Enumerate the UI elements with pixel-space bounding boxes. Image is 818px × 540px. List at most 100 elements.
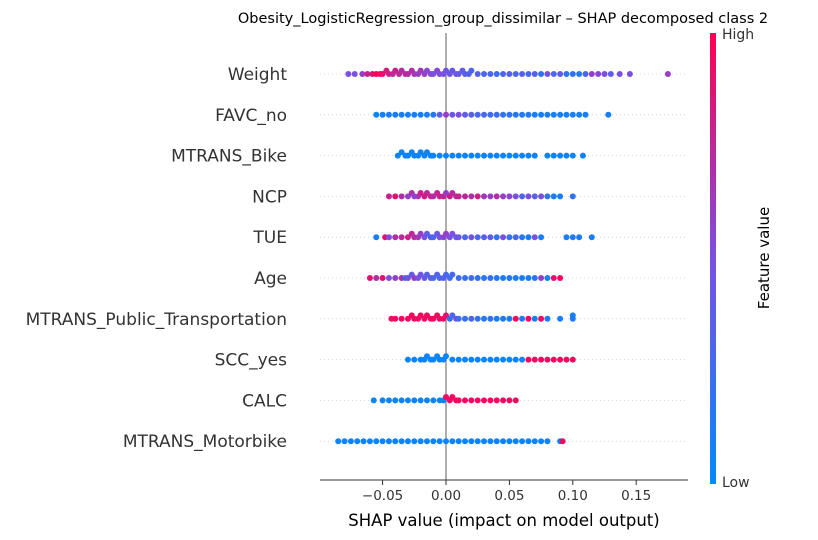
- shap-point: [493, 315, 500, 322]
- shap-point: [462, 275, 469, 281]
- x-tick-label: 0.15: [621, 488, 651, 504]
- shap-point: [487, 193, 494, 200]
- shap-point: [455, 193, 462, 200]
- shap-point: [449, 356, 456, 363]
- shap-point: [512, 234, 519, 241]
- shap-point: [519, 234, 526, 241]
- shap-point: [569, 193, 576, 200]
- shap-point: [404, 397, 411, 404]
- shap-point: [493, 193, 500, 200]
- shap-point: [468, 438, 475, 445]
- feature-label: TUE: [252, 228, 287, 248]
- shap-point: [436, 111, 443, 118]
- shap-point: [550, 275, 557, 281]
- shap-point: [557, 71, 564, 77]
- shap-point: [557, 275, 564, 281]
- shap-point: [538, 438, 545, 445]
- shap-point: [360, 438, 367, 445]
- shap-point: [506, 193, 513, 200]
- shap-point: [550, 193, 557, 200]
- shap-point: [436, 438, 443, 445]
- shap-point: [531, 356, 538, 363]
- shap-point: [487, 438, 494, 445]
- shap-point: [423, 438, 430, 445]
- shap-point: [525, 275, 532, 281]
- shap-point: [385, 438, 392, 445]
- shap-point: [557, 193, 564, 200]
- shap-point: [455, 152, 462, 159]
- shap-point: [538, 315, 545, 322]
- shap-point: [493, 438, 500, 445]
- shap-point: [487, 152, 494, 159]
- shap-point: [351, 71, 358, 77]
- shap-point: [493, 275, 500, 281]
- shap-point: [525, 438, 532, 445]
- shap-point: [462, 234, 469, 241]
- shap-point: [359, 71, 366, 77]
- shap-point: [519, 356, 526, 363]
- shap-point: [500, 234, 507, 241]
- shap-point: [468, 111, 475, 118]
- shap-point: [481, 275, 488, 281]
- shap-point: [474, 111, 481, 118]
- shap-point: [417, 111, 424, 118]
- x-axis-label: SHAP value (impact on model output): [348, 511, 659, 530]
- shap-point: [443, 152, 449, 159]
- shap-point: [468, 356, 475, 363]
- shap-point: [487, 356, 494, 363]
- shap-point: [519, 111, 526, 118]
- shap-point: [500, 438, 507, 445]
- shap-point: [455, 356, 462, 363]
- shap-point: [493, 397, 500, 404]
- shap-point: [474, 275, 481, 281]
- shap-point: [373, 234, 380, 241]
- shap-point: [370, 397, 377, 404]
- shap-point: [576, 234, 583, 241]
- shap-point: [500, 397, 507, 404]
- shap-point: [455, 438, 462, 445]
- shap-point: [481, 111, 488, 118]
- shap-point: [462, 315, 469, 322]
- chart-title: Obesity_LogisticRegression_group_dissimi…: [238, 11, 768, 27]
- shap-point: [404, 111, 411, 118]
- shap-point: [487, 111, 494, 118]
- shap-point: [531, 438, 538, 445]
- shap-point: [500, 152, 507, 159]
- shap-point: [569, 71, 576, 77]
- feature-label: NCP: [252, 187, 287, 207]
- shap-point: [512, 356, 519, 363]
- feature-labels: Weight FAVC_no MTRANS_Bike NCP TUE Age MTRANS_…: [26, 65, 288, 452]
- shap-point: [569, 111, 576, 118]
- shap-point: [417, 438, 424, 445]
- shap-point: [398, 438, 405, 445]
- shap-point: [525, 234, 532, 241]
- shap-point: [436, 152, 443, 159]
- shap-point: [468, 397, 475, 404]
- shap-point: [392, 111, 399, 118]
- shap-point: [607, 71, 614, 77]
- colorbar: [710, 33, 716, 484]
- shap-point: [512, 397, 519, 404]
- feature-label: MTRANS_Public_Transportation: [26, 310, 287, 330]
- shap-point: [481, 438, 488, 445]
- shap-point: [512, 71, 519, 77]
- shap-point: [569, 234, 576, 241]
- shap-point: [474, 234, 481, 241]
- shap-point: [398, 234, 405, 241]
- shap-point: [563, 234, 570, 241]
- shap-point: [519, 438, 526, 445]
- shap-point: [423, 397, 430, 404]
- shap-point: [398, 193, 405, 200]
- shap-point: [595, 71, 602, 77]
- shap-point: [335, 438, 342, 445]
- shap-point: [525, 71, 532, 77]
- shap-point: [385, 111, 392, 118]
- shap-point: [519, 71, 526, 77]
- shap-point: [544, 356, 551, 363]
- shap-point: [474, 315, 481, 322]
- feature-label: Weight: [228, 65, 288, 85]
- shap-point: [468, 315, 475, 322]
- shap-point: [588, 234, 595, 241]
- shap-point: [481, 356, 488, 363]
